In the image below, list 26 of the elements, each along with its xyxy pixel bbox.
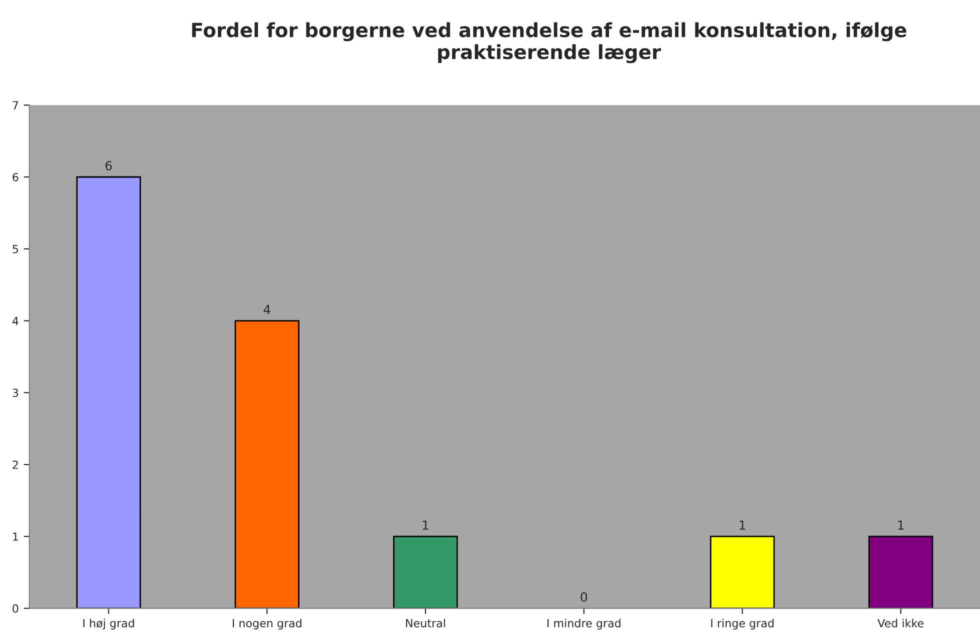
x-tick-label: I ringe grad [711,618,774,630]
y-tick-label: 6 [12,172,18,182]
data-label: 0 [580,592,588,602]
data-label: 1 [898,520,904,530]
bar [76,176,141,608]
x-tick-label: I mindre grad [548,618,620,630]
data-label: 1 [740,520,746,530]
x-tick-label: Ved ikke [878,618,924,628]
y-tick-label: 7 [12,101,18,110]
chart-title: Fordel for borgerne ved anvendelse af e-mail konsultation, ifølge praktiserende læger [192,22,906,64]
data-label: 4 [264,304,270,314]
x-tick-label: I høj grad [83,618,134,630]
y-tick-label: 5 [12,245,18,254]
data-label: 1 [422,520,428,530]
y-tick-label: 3 [12,388,18,398]
bar [710,536,775,608]
x-tick-label: I nogen grad [232,618,302,630]
y-tick-label: 2 [12,460,18,469]
y-tick-label: 1 [13,532,18,541]
x-tick-label: Neutral [406,618,445,628]
y-tick-label: 0 [12,604,18,613]
bar [868,536,934,608]
bar [234,320,300,608]
y-tick-label: 4 [12,316,18,325]
bar [393,536,458,608]
data-label: 6 [106,160,112,170]
